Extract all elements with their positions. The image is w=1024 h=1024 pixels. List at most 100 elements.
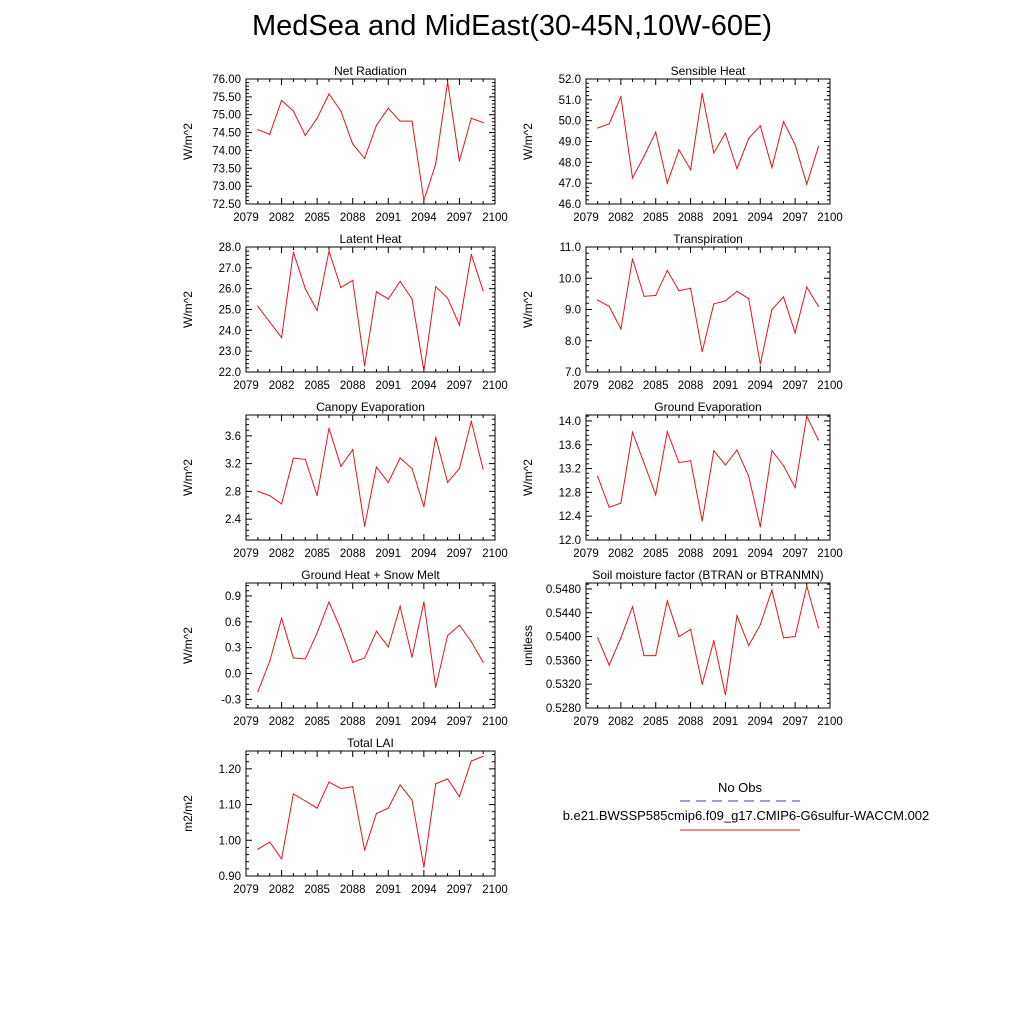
data-point	[817, 439, 819, 441]
data-point	[482, 661, 484, 663]
data-point	[470, 117, 472, 119]
data-point	[446, 634, 449, 637]
x-tick-label: 2088	[678, 380, 704, 392]
data-point	[316, 117, 318, 119]
plot-frame	[245, 750, 496, 877]
y-tick-label: 10.0	[559, 273, 581, 285]
data-point	[724, 694, 727, 696]
data-point	[435, 783, 437, 785]
y-tick-label: 1.20	[219, 764, 241, 776]
y-axis-label: W/m^2	[181, 459, 195, 496]
x-tick-label: 2100	[817, 548, 843, 560]
data-point	[257, 305, 259, 307]
data-point	[736, 449, 738, 451]
y-tick-label: 9.0	[565, 305, 581, 317]
data-point	[806, 183, 808, 185]
x-tick-label: 2094	[747, 716, 773, 728]
data-point	[771, 589, 773, 591]
data-point	[328, 93, 330, 95]
data-point	[269, 133, 271, 135]
data-point	[304, 800, 306, 802]
x-tick-label: 2097	[782, 548, 808, 560]
x-tick-label: 2082	[608, 212, 634, 224]
plot-frame	[585, 414, 831, 541]
y-tick-label: -0.3	[221, 694, 241, 706]
y-tick-label: 46.0	[559, 199, 581, 211]
data-point	[806, 585, 808, 587]
x-tick-label: 2088	[678, 716, 704, 728]
y-tick-label: 0.9	[225, 591, 241, 603]
x-tick-label: 2094	[747, 548, 773, 560]
x-tick-label: 2082	[269, 212, 295, 224]
x-tick-label: 2094	[411, 380, 437, 392]
data-point	[794, 144, 796, 146]
y-tick-label: 23.0	[219, 346, 241, 358]
y-tick-label: 13.6	[559, 440, 581, 452]
x-tick-label: 2079	[233, 716, 259, 728]
data-point	[352, 143, 354, 145]
data-point	[597, 637, 599, 639]
y-tick-label: 0.0	[225, 669, 241, 681]
y-tick-label: 25.0	[219, 305, 241, 317]
data-point	[375, 812, 378, 815]
data-point	[701, 92, 703, 95]
x-tick-label: 2085	[643, 380, 669, 392]
data-point	[458, 624, 461, 626]
data-point	[701, 520, 703, 522]
data-point	[316, 807, 318, 809]
x-tick-label: 2079	[233, 548, 259, 560]
data-point	[631, 258, 634, 260]
data-point	[655, 131, 657, 133]
y-tick-label: 0.5320	[546, 679, 581, 691]
data-point	[411, 298, 413, 300]
data-point	[794, 332, 796, 334]
data-point	[363, 525, 366, 527]
data-point	[387, 107, 389, 109]
x-tick-label: 2082	[269, 380, 295, 392]
data-point	[387, 646, 389, 648]
panel-6: Ground Evaporation W/m^2 2079 2082 2085 2088 2…	[521, 400, 843, 560]
legend: No Obs b.e21.BWSSP585cmip6.f09_g17.CMIP6-…	[563, 780, 929, 831]
data-point	[643, 655, 645, 657]
data-point	[399, 784, 401, 786]
panel-8: Soil moisture factor (BTRAN or BTRANMN) u…	[521, 568, 843, 728]
data-point	[387, 481, 389, 483]
data-point	[375, 291, 378, 293]
data-point	[620, 637, 622, 639]
y-tick-label: 47.0	[559, 178, 581, 190]
x-tick-label: 2085	[304, 548, 330, 560]
data-point	[713, 152, 715, 154]
data-point	[304, 288, 306, 290]
data-point	[470, 760, 472, 762]
data-point	[411, 656, 413, 658]
data-point	[701, 683, 703, 685]
data-point	[292, 657, 295, 659]
x-tick-label: 2079	[573, 212, 599, 224]
data-point	[375, 630, 378, 632]
data-point	[423, 506, 425, 508]
data-point	[817, 627, 819, 629]
data-point	[631, 606, 634, 608]
x-tick-label: 2091	[713, 716, 739, 728]
y-tick-label: 74.50	[212, 128, 241, 140]
series-line	[257, 421, 484, 527]
x-tick-label: 2085	[643, 548, 669, 560]
data-point	[328, 427, 330, 429]
panel-title: Ground Heat + Snow Melt	[301, 568, 440, 582]
x-tick-label: 2100	[482, 716, 508, 728]
data-point	[748, 297, 750, 300]
x-tick-label: 2097	[447, 380, 473, 392]
data-point	[446, 481, 449, 483]
data-point	[782, 296, 785, 298]
data-point	[340, 628, 342, 631]
data-point	[608, 664, 610, 666]
x-tick-label: 2082	[269, 716, 295, 728]
panel-title: Sensible Heat	[671, 64, 746, 78]
y-tick-label: 0.90	[219, 871, 241, 883]
data-point	[631, 177, 634, 179]
y-tick-label: 1.10	[219, 800, 241, 812]
plot-frame	[585, 582, 831, 709]
plot-frame	[245, 582, 496, 709]
panel-1: Net Radiation W/m^2 2079 2082 2085 2088 2091 20…	[181, 64, 508, 224]
x-tick-label: 2097	[447, 212, 473, 224]
